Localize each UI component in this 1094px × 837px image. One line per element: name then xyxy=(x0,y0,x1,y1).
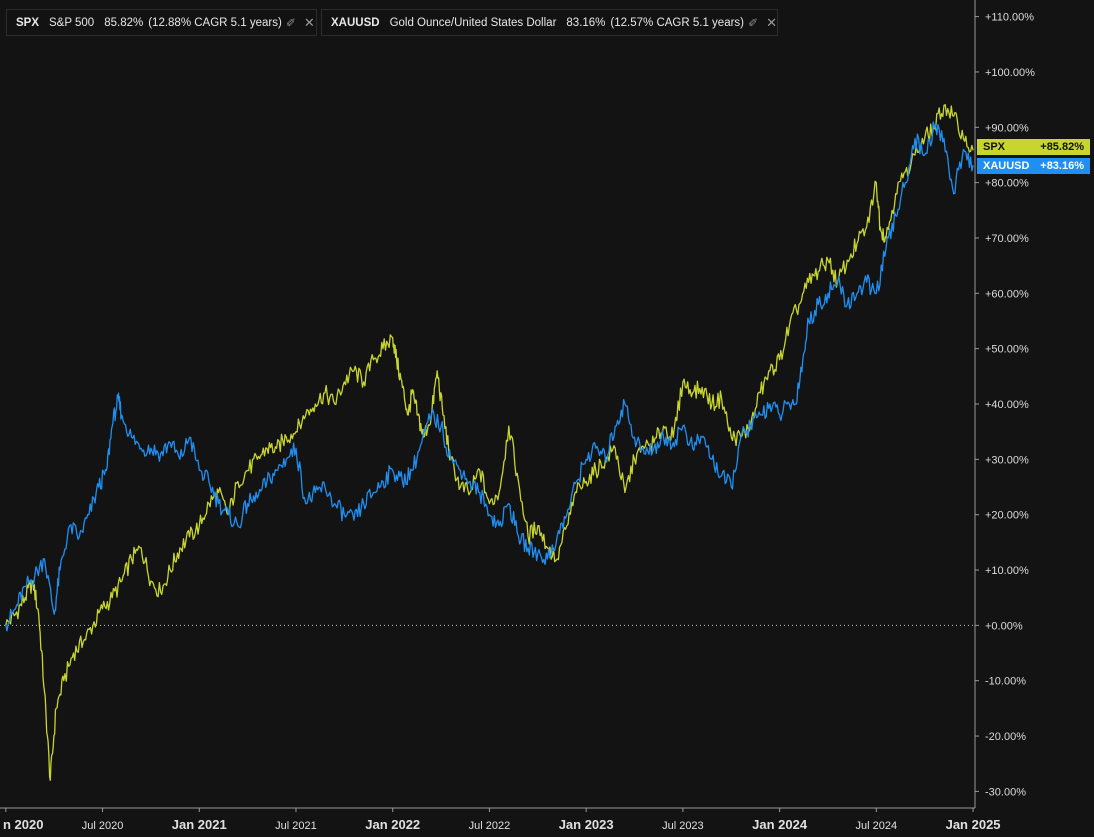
y-tick-label: -10.00% xyxy=(985,676,1026,688)
axis-tag-spx-value: +85.82% xyxy=(1040,141,1084,153)
y-tick-label: +70.00% xyxy=(985,233,1029,245)
y-tick-label: +90.00% xyxy=(985,122,1029,134)
x-tick-label: Jul 2022 xyxy=(469,820,511,832)
y-tick-label: +80.00% xyxy=(985,178,1029,190)
x-tick-label: Jan 2023 xyxy=(559,817,614,832)
legend-xauusd-symbol: XAUUSD xyxy=(331,16,380,29)
legend-spx-symbol: SPX xyxy=(16,16,40,29)
axis-tag-spx: SPX +85.82% xyxy=(977,139,1090,155)
legend-spx[interactable]: SPX S&P 500 85.82% (12.88% CAGR 5.1 year… xyxy=(6,9,317,36)
close-icon[interactable]: ✕ xyxy=(766,14,777,30)
x-tick-label: Jul 2023 xyxy=(662,820,704,832)
x-tick-label: n 2020 xyxy=(3,817,43,832)
close-icon[interactable]: ✕ xyxy=(303,14,315,30)
legend-xauusd-cagr: (12.57% CAGR 5.1 years) xyxy=(610,16,745,29)
legend-xauusd-pct: 83.16% xyxy=(566,16,606,29)
y-tick-label: +110.00% xyxy=(985,12,1034,24)
y-tick-label: +30.00% xyxy=(985,454,1029,466)
axis-tag-xauusd-value: +83.16% xyxy=(1040,160,1084,172)
legend-spx-cagr: (12.88% CAGR 5.1 years) xyxy=(148,16,282,29)
paint-icon[interactable]: ✐ xyxy=(285,15,296,30)
legend-spx-name: S&P 500 xyxy=(49,16,95,29)
legend-spx-pct: 85.82% xyxy=(104,16,144,29)
series-line-spx xyxy=(5,104,974,781)
y-tick-label: +10.00% xyxy=(985,565,1029,577)
y-tick-label: +60.00% xyxy=(985,288,1029,300)
paint-icon[interactable]: ✐ xyxy=(748,15,759,30)
y-tick-label: +40.00% xyxy=(985,399,1029,411)
legend-xauusd[interactable]: XAUUSD Gold Ounce/United States Dollar 8… xyxy=(321,9,778,36)
x-tick-label: Jul 2020 xyxy=(82,820,124,832)
axis-tag-xauusd: XAUUSD +83.16% xyxy=(977,158,1090,174)
legend-xauusd-name: Gold Ounce/United States Dollar xyxy=(389,16,557,29)
y-tick-label: +50.00% xyxy=(985,344,1029,356)
axis-tag-xauusd-symbol: XAUUSD xyxy=(983,160,1030,172)
y-tick-label: +20.00% xyxy=(985,510,1029,522)
x-tick-label: Jan 2025 xyxy=(946,817,1001,832)
axis-tag-spx-symbol: SPX xyxy=(983,141,1006,153)
x-tick-label: Jan 2024 xyxy=(752,817,808,832)
x-axis: n 2020 Jul 2020 Jan 2021 Jul 2021 Jan 2022 Ju… xyxy=(0,807,1001,832)
x-tick-label: Jan 2022 xyxy=(365,817,420,832)
y-axis: +110.00% +100.00% +90.00% +80.00% +70.00% +60… xyxy=(974,0,1035,808)
y-tick-label: -20.00% xyxy=(985,731,1026,743)
y-tick-label: -30.00% xyxy=(985,786,1026,798)
x-tick-label: Jan 2021 xyxy=(172,817,227,832)
x-tick-label: Jul 2021 xyxy=(275,820,317,832)
series-line-xauusd xyxy=(5,121,974,632)
y-tick-label: +0.00% xyxy=(985,620,1023,632)
y-tick-label: +100.00% xyxy=(985,67,1035,79)
x-tick-label: Jul 2024 xyxy=(856,820,898,832)
series-layer xyxy=(5,104,974,781)
